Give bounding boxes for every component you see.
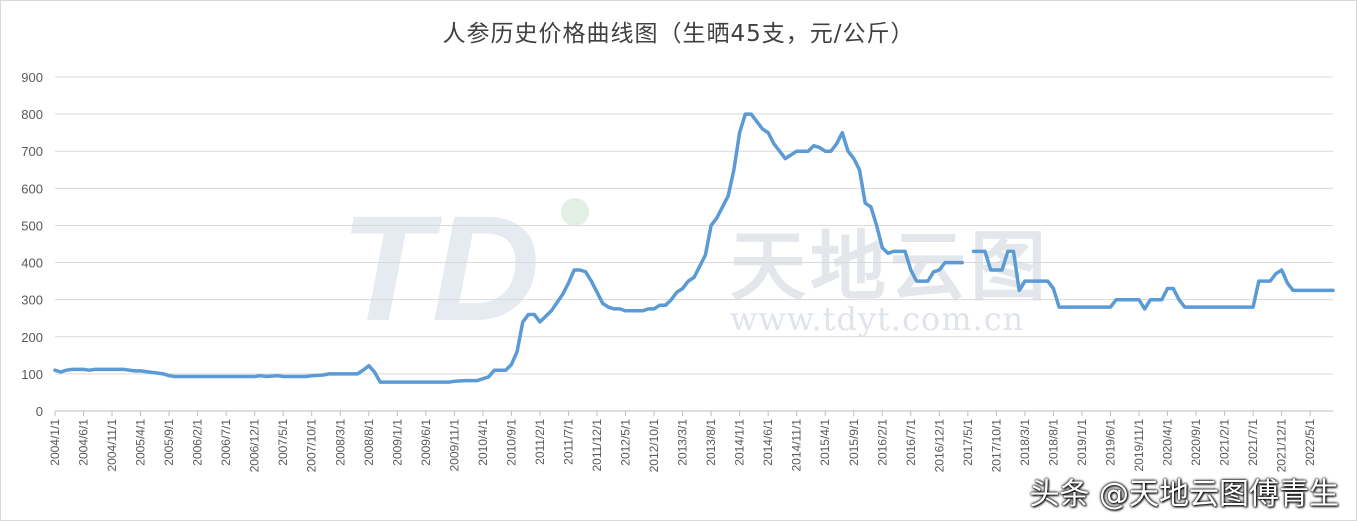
grid-lines bbox=[55, 76, 1333, 412]
x-tick-label: 2021/7/1 bbox=[1246, 419, 1260, 466]
x-tick-label: 2009/1/1 bbox=[390, 419, 404, 466]
x-tick-label: 2022/5/1 bbox=[1303, 419, 1317, 466]
x-tick-label: 2006/7/1 bbox=[219, 419, 233, 466]
x-tick-label: 2005/9/1 bbox=[162, 419, 176, 466]
x-tick-label: 2004/1/1 bbox=[48, 419, 62, 466]
x-tick-label: 2015/4/1 bbox=[818, 419, 832, 466]
y-tick-label: 0 bbox=[36, 404, 43, 419]
x-tick-label: 2019/1/1 bbox=[1075, 419, 1089, 466]
x-tick-label: 2020/9/1 bbox=[1189, 419, 1203, 466]
x-tick-label: 2007/10/1 bbox=[305, 419, 319, 473]
y-tick-label: 600 bbox=[21, 181, 43, 196]
x-tick-label: 2021/2/1 bbox=[1218, 419, 1232, 466]
price-series-line bbox=[53, 112, 964, 384]
x-tick-label: 2011/12/1 bbox=[590, 419, 604, 472]
credit-watermark: 头条 @天地云图傅青生 bbox=[1029, 477, 1339, 512]
x-tick-label: 2018/3/1 bbox=[1018, 419, 1032, 466]
x-tick-label: 2009/6/1 bbox=[419, 419, 433, 466]
x-tick-label: 2004/11/1 bbox=[105, 419, 119, 472]
x-tick-label: 2008/8/1 bbox=[362, 419, 376, 466]
x-tick-label: 2014/1/1 bbox=[733, 419, 747, 466]
x-tick-label: 2010/4/1 bbox=[476, 419, 490, 466]
x-tick-label: 2006/2/1 bbox=[191, 419, 205, 466]
x-tick-label: 2004/6/1 bbox=[77, 419, 91, 466]
x-tick-label: 2012/5/1 bbox=[619, 419, 633, 466]
x-tick-label: 2018/8/1 bbox=[1046, 419, 1060, 466]
x-tick-label: 2017/5/1 bbox=[961, 419, 975, 466]
y-axis-ticks: 0 100 200 300 400 500 600 700 800 900 bbox=[21, 70, 43, 419]
x-tick-label: 2019/11/1 bbox=[1132, 419, 1146, 472]
x-tick-label: 2005/4/1 bbox=[134, 419, 148, 466]
x-tick-label: 2016/12/1 bbox=[932, 419, 946, 473]
y-tick-label: 900 bbox=[21, 70, 43, 85]
x-tick-label: 2010/9/1 bbox=[504, 419, 518, 466]
x-tick-label: 2014/6/1 bbox=[761, 419, 775, 466]
watermark-brand-text: 天地云图 bbox=[730, 222, 1050, 311]
y-tick-label: 700 bbox=[21, 144, 43, 159]
x-tick-label: 2008/3/1 bbox=[333, 419, 347, 466]
watermark-url: www.tdyt.com.cn bbox=[730, 300, 1025, 338]
y-tick-label: 500 bbox=[21, 218, 43, 233]
series-lines bbox=[53, 112, 1335, 384]
x-tick-label: 2013/8/1 bbox=[704, 419, 718, 466]
x-tick-label: 2009/11/1 bbox=[447, 419, 461, 472]
price-series-line bbox=[971, 249, 1335, 311]
x-tick-label: 2007/5/1 bbox=[276, 419, 290, 466]
x-tick-label: 2020/4/1 bbox=[1161, 419, 1175, 466]
x-tick-label: 2011/7/1 bbox=[561, 419, 575, 465]
x-tick-label: 2016/2/1 bbox=[875, 419, 889, 466]
x-tick-label: 2012/10/1 bbox=[647, 419, 661, 473]
x-tick-label: 2021/12/1 bbox=[1275, 419, 1289, 473]
x-axis: 2004/1/1 2004/6/1 2004/11/1 2005/4/1 2005/9/… bbox=[48, 411, 1317, 472]
x-tick-label: 2006/12/1 bbox=[248, 419, 262, 473]
y-tick-label: 300 bbox=[21, 293, 43, 308]
y-tick-label: 800 bbox=[21, 107, 43, 122]
x-tick-label: 2013/3/1 bbox=[676, 419, 690, 466]
y-tick-label: 200 bbox=[21, 330, 43, 345]
chart-title: 人参历史价格曲线图（生晒45支，元/公斤） bbox=[442, 21, 915, 47]
y-tick-label: 100 bbox=[21, 367, 43, 382]
x-tick-label: 2015/9/1 bbox=[847, 419, 861, 466]
y-tick-label: 400 bbox=[21, 256, 43, 271]
x-tick-label: 2016/7/1 bbox=[904, 419, 918, 466]
x-tick-label: 2011/2/1 bbox=[533, 419, 547, 465]
x-tick-label: 2014/11/1 bbox=[790, 419, 804, 472]
x-tick-label: 2017/10/1 bbox=[989, 419, 1003, 473]
x-tick-label: 2019/6/1 bbox=[1103, 419, 1117, 466]
